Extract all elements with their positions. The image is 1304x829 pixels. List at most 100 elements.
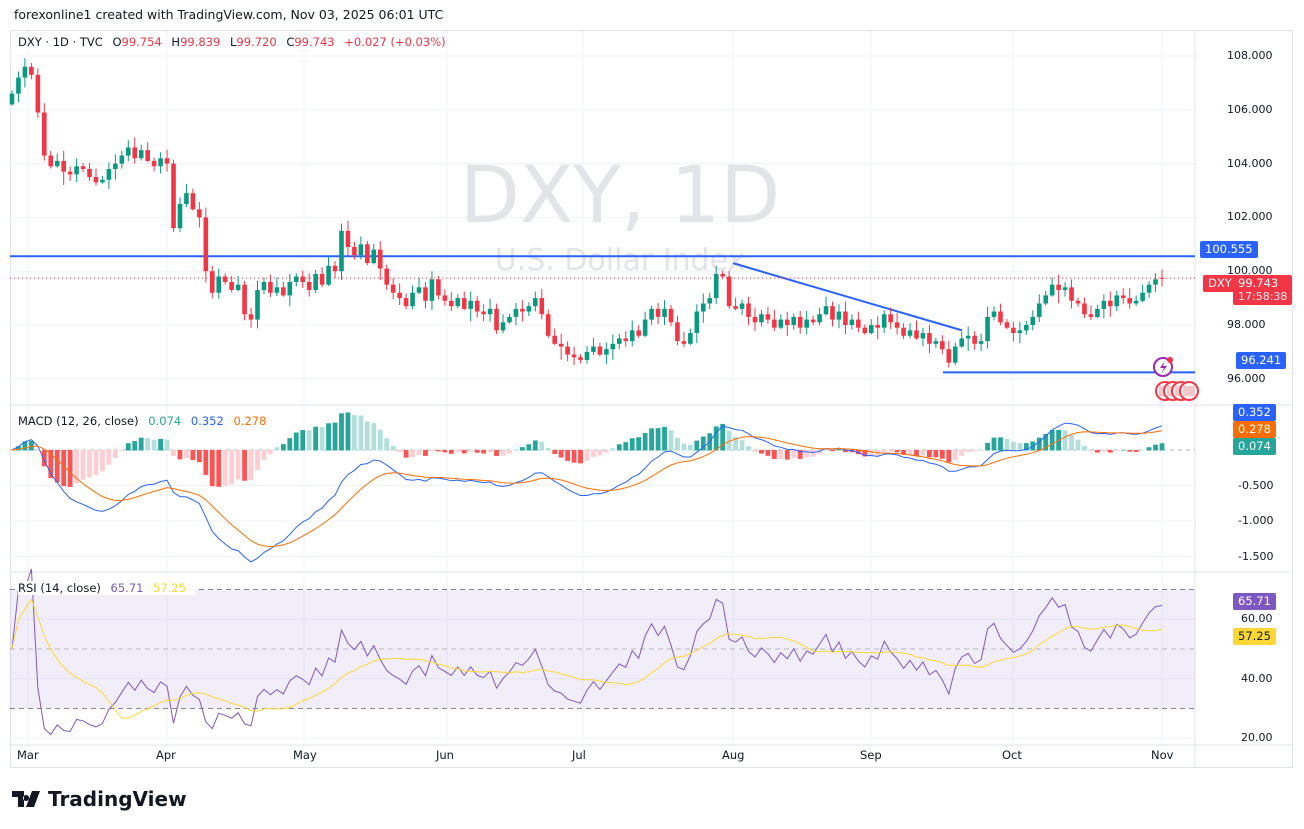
candle-down [93,177,99,183]
macd-histogram-bar [306,430,312,451]
symbol-info[interactable]: DXY · 1D · TVC [18,35,103,49]
macd-histogram-bar [287,438,293,451]
macd-histogram-bar [468,450,474,452]
candle-up [642,319,648,336]
macd-histogram-bar [364,421,370,451]
macd-histogram-bar [1140,449,1146,451]
rsi-tick: 60.00 [1241,612,1273,626]
macd-histogram-bar [894,450,900,453]
candle-down [365,244,370,264]
macd-histogram-bar [597,450,603,456]
candle-up [261,281,267,291]
candle-down [972,335,977,344]
candle-up [339,230,344,272]
macd-histogram-bar [203,450,209,475]
macd-histogram-bar [138,437,144,451]
candle-down [998,311,1003,323]
macd-histogram-bar [352,415,357,451]
candle-down [352,246,357,256]
macd-histogram-bar [209,450,215,487]
candle-up [138,150,144,159]
macd-histogram-bar [54,450,60,483]
candle-up [629,330,635,342]
candle-up [978,341,984,344]
macd-histogram-bar [985,442,990,451]
macd-histogram-bar [681,443,687,451]
time-axis-label: Mar [17,748,39,762]
candle-up [688,333,693,344]
candle-up [849,319,855,325]
macd-histogram-bar [603,450,609,453]
macd-line-value: 0.352 [190,414,224,428]
candle-up [106,168,112,180]
candle-down [875,325,881,328]
candle-up [823,306,829,315]
candle-down [940,341,945,350]
price-tick: 102.000 [1227,210,1273,224]
macd-histogram-bar [991,437,997,451]
candle-down [1120,295,1126,299]
rsi-tick: 40.00 [1241,671,1273,685]
candle-up [1043,295,1049,304]
candle-up [100,179,105,183]
candle-down [784,319,790,325]
candle-up [184,193,189,204]
rsi-legend[interactable]: RSI (14, close) 65.71 57.25 [18,581,197,595]
macd-histogram-bar [642,433,648,451]
candle-down [565,346,570,355]
macd-histogram-bar [67,450,73,487]
price-tick: 96.000 [1227,371,1266,385]
macd-histogram-bar [410,450,415,458]
macd-histogram-bar [668,430,674,451]
macd-histogram-bar [1082,445,1087,451]
macd-histogram-bar [423,450,428,456]
candle-down [87,168,92,178]
last-price: 99.743 [1238,276,1279,290]
macd-histogram-bar [448,450,454,454]
macd-histogram-bar [726,430,732,451]
macd-histogram-bar [80,450,86,480]
macd-histogram-bar [255,450,260,471]
candle-down [946,349,952,363]
macd-legend[interactable]: MACD (12, 26, close) 0.074 0.352 0.278 [18,414,272,428]
macd-histogram-bar [229,450,235,485]
macd-histogram-bar [513,449,519,451]
macd-histogram-bar [720,423,726,451]
macd-histogram-bar [952,450,958,460]
candle-down [1159,277,1165,279]
macd-histogram-bar [74,450,80,484]
macd-histogram-bar [242,450,247,481]
candle-down [35,74,41,113]
macd-histogram-bar [41,450,47,467]
candle-down [675,322,680,342]
candle-up [1095,308,1100,317]
candle-down [552,335,557,344]
macd-histogram-bar [145,438,151,451]
macd-histogram-bar [184,450,189,459]
macd-histogram-bar [655,428,661,451]
candle-up [804,319,809,328]
candle-up [113,163,118,169]
candle-up [1036,303,1042,317]
candle-down [797,316,803,328]
macd-histogram-bar [16,446,21,451]
macd-histogram-bar [222,450,228,486]
macd-signal-tag: 0.278 [1233,421,1276,438]
price-tick: 106.000 [1227,102,1273,116]
macd-tick: -0.500 [1238,478,1274,492]
macd-histogram-bar [339,413,344,451]
candle-down [48,155,54,167]
candle-up [507,316,512,323]
macd-histogram-bar [500,450,506,456]
macd-histogram-bar [455,450,461,453]
candle-up [778,319,784,328]
candle-up [119,155,125,164]
support-price-tag: 96.241 [1236,352,1287,369]
candle-down [332,265,338,272]
chart-frame [10,30,1293,768]
macd-histogram-bar [48,450,54,478]
macd-histogram-bar [61,450,67,487]
candle-up [1153,279,1158,285]
tradingview-logo[interactable]: TradingView [12,787,187,811]
